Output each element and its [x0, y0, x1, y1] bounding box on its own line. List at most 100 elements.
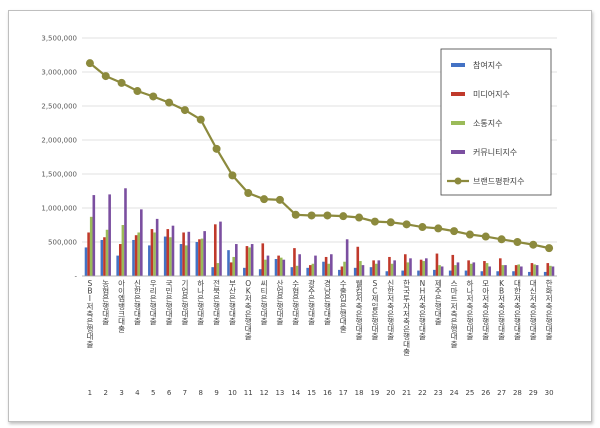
bar-1-29	[528, 271, 531, 276]
category-index-17: 17	[339, 389, 348, 397]
bar-2-23	[435, 253, 439, 276]
category-index-13: 13	[275, 389, 284, 397]
y-axis: - 500,000 1,000,000 1,500,000 2,000,000 2,500…	[41, 35, 77, 281]
brand-index-point-21	[402, 220, 411, 229]
category-index-1: 1	[88, 389, 92, 397]
category-index-12: 12	[260, 389, 269, 397]
y-tick-label: 500,000	[48, 239, 77, 247]
bar-1-16	[322, 261, 325, 276]
brand-index-point-4	[133, 87, 142, 96]
bar-1-15	[306, 267, 309, 276]
bar-2-12	[261, 243, 265, 276]
bar-4-18	[361, 265, 365, 276]
category-index-2: 2	[104, 389, 108, 397]
bar-2-7	[182, 232, 185, 276]
bar-4-15	[314, 255, 317, 276]
category-index-27: 27	[497, 389, 506, 397]
y-tick-label: 2,500,000	[41, 103, 77, 111]
bar-2-17	[340, 266, 344, 276]
bar-3-7	[184, 245, 188, 276]
bar-4-26	[488, 266, 491, 276]
brand-index-point-24	[450, 227, 459, 236]
bar-4-25	[472, 262, 476, 276]
bar-4-11	[250, 244, 254, 276]
bar-4-2	[108, 194, 111, 276]
bar-4-23	[440, 266, 444, 276]
bar-3-2	[105, 229, 109, 276]
category-index-19: 19	[370, 389, 379, 397]
brand-index-point-27	[497, 235, 506, 244]
category-index-20: 20	[386, 389, 395, 397]
legend-swatch-3	[451, 121, 465, 125]
legend-swatch-1	[451, 63, 465, 67]
bar-3-17	[343, 261, 346, 276]
bar-1-26	[480, 271, 484, 276]
bar-3-6	[169, 237, 172, 276]
bar-2-15	[308, 265, 312, 276]
bar-2-30	[546, 263, 550, 276]
bar-3-14	[295, 265, 299, 276]
category-index-30: 30	[545, 389, 554, 397]
brand-reputation-chart: - 500,000 1,000,000 1,500,000 2,000,000 2,500…	[41, 35, 557, 397]
bar-1-19	[369, 267, 373, 276]
bar-1-13	[274, 259, 278, 276]
bar-1-22	[417, 270, 420, 276]
bar-1-7	[179, 244, 183, 276]
bar-4-1	[92, 195, 96, 276]
bar-4-30	[551, 266, 555, 276]
brand-index-point-8	[196, 115, 205, 124]
bar-1-6	[163, 236, 167, 276]
brand-index-point-10	[228, 171, 237, 180]
bar-1-24	[448, 270, 452, 276]
bar-3-20	[390, 263, 394, 276]
category-index-16: 16	[323, 389, 332, 397]
brand-index-point-16	[323, 211, 332, 220]
bar-1-20	[385, 271, 389, 276]
brand-index-point-28	[513, 238, 522, 246]
bar-3-11	[248, 247, 251, 276]
brand-index-point-23	[434, 224, 443, 233]
brand-index-point-7	[180, 106, 189, 115]
category-index-18: 18	[355, 389, 364, 397]
bar-3-29	[533, 264, 536, 276]
category-index-10: 10	[228, 389, 237, 397]
bar-3-27	[501, 265, 505, 276]
bar-3-25	[469, 263, 473, 276]
bar-4-14	[298, 254, 301, 276]
bar-3-5	[153, 232, 156, 276]
bar-3-16	[327, 263, 331, 276]
brand-index-point-30	[545, 244, 554, 253]
y-tick-label: -	[74, 273, 77, 281]
brand-index-point-19	[370, 217, 379, 226]
bar-1-10	[227, 250, 230, 276]
bar-3-18	[359, 261, 362, 276]
bar-3-10	[232, 256, 236, 276]
bar-4-5	[155, 218, 159, 276]
brand-index-point-14	[291, 210, 300, 219]
brand-index-point-17	[339, 212, 348, 221]
bar-2-18	[356, 246, 360, 276]
grid-lines	[82, 37, 557, 277]
legend-swatch-2	[451, 92, 465, 96]
bar-3-9	[216, 263, 220, 276]
bar-1-14	[290, 267, 294, 276]
brand-index-point-2	[101, 72, 110, 81]
bar-2-2	[103, 237, 106, 276]
bar-4-3	[124, 188, 127, 276]
bar-4-7	[187, 231, 191, 276]
